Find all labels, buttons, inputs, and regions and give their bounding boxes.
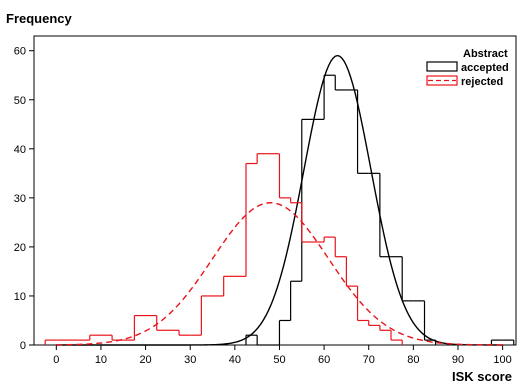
histogram-bar-rejected: [89, 334, 101, 341]
histogram-bar-rejected: [245, 162, 258, 277]
histogram-bar-accepted: [502, 339, 515, 345]
histogram-bar-rejected: [256, 153, 269, 164]
x-axis-label: ISK score: [452, 369, 512, 384]
histogram-bar-accepted: [334, 75, 347, 91]
histogram-bar-rejected: [178, 330, 191, 336]
histogram-bar-accepted: [256, 335, 269, 346]
histogram-bar-rejected: [345, 256, 358, 287]
histogram-bar-rejected: [356, 286, 369, 322]
histogram-bar-accepted: [290, 280, 302, 321]
histogram-bar-rejected: [44, 339, 57, 345]
histogram-bar-accepted: [301, 118, 313, 282]
histogram-bar-rejected: [200, 295, 213, 336]
y-tick-label: 10: [14, 291, 26, 303]
histogram-bar-rejected: [156, 315, 168, 331]
histogram-bar-rejected: [278, 153, 291, 199]
x-tick-label: 40: [229, 354, 241, 366]
histogram-bar-rejected: [290, 197, 302, 204]
x-tick-label: 30: [184, 354, 196, 366]
legend-swatch-rejected: [426, 75, 458, 86]
histogram-bar-rejected: [301, 202, 313, 243]
legend-title: Abstract: [463, 48, 508, 60]
plot-area-frame: [33, 35, 517, 346]
histogram-bar-accepted: [401, 256, 414, 302]
legend-label-rejected: rejected: [461, 76, 503, 88]
x-tick-label: 50: [273, 354, 285, 366]
x-tick-label: 60: [318, 354, 330, 366]
x-tick-label: 90: [452, 354, 464, 366]
legend-label-accepted: accepted: [461, 62, 509, 74]
fit-curve-rejected: [56, 202, 503, 346]
y-tick-label: 50: [14, 95, 26, 107]
y-tick-label: 40: [14, 144, 26, 156]
histogram-bar-accepted: [278, 319, 291, 345]
legend-swatch-accepted: [426, 61, 458, 72]
fit-curve-accepted: [56, 54, 503, 346]
histogram-bar-rejected: [334, 237, 347, 258]
histogram-bar-rejected: [223, 275, 235, 296]
histogram-bar-accepted: [490, 339, 503, 345]
histogram-bar-rejected: [133, 314, 146, 341]
histogram-bar-rejected: [368, 320, 380, 326]
y-tick-label: 0: [20, 340, 26, 352]
x-tick-label: 10: [95, 354, 107, 366]
histogram-bar-accepted: [245, 334, 258, 345]
series-accepted: [56, 54, 515, 346]
x-axis: 0 10 20 30 40 50 60 70 80 90 100: [53, 345, 512, 366]
x-tick-label: 20: [139, 354, 151, 366]
y-tick-label: 60: [14, 46, 26, 58]
y-axis-label: Frequency: [6, 11, 73, 26]
x-tick-label: 0: [53, 354, 59, 366]
y-axis: 0 10 20 30 40 50 60: [14, 46, 34, 352]
histogram-bar-rejected: [379, 325, 392, 331]
y-tick-label: 20: [14, 242, 26, 254]
histogram-bar-rejected: [323, 236, 336, 242]
y-tick-label: 30: [14, 193, 26, 205]
histogram-bar-accepted: [323, 74, 336, 120]
histogram-bar-rejected: [390, 330, 403, 345]
legend: Abstract accepted rejected: [426, 48, 509, 88]
x-tick-label: 100: [493, 354, 511, 366]
x-tick-label: 70: [363, 354, 375, 366]
series-layer: [44, 54, 515, 346]
x-tick-label: 80: [407, 354, 419, 366]
series-rejected: [44, 153, 503, 346]
